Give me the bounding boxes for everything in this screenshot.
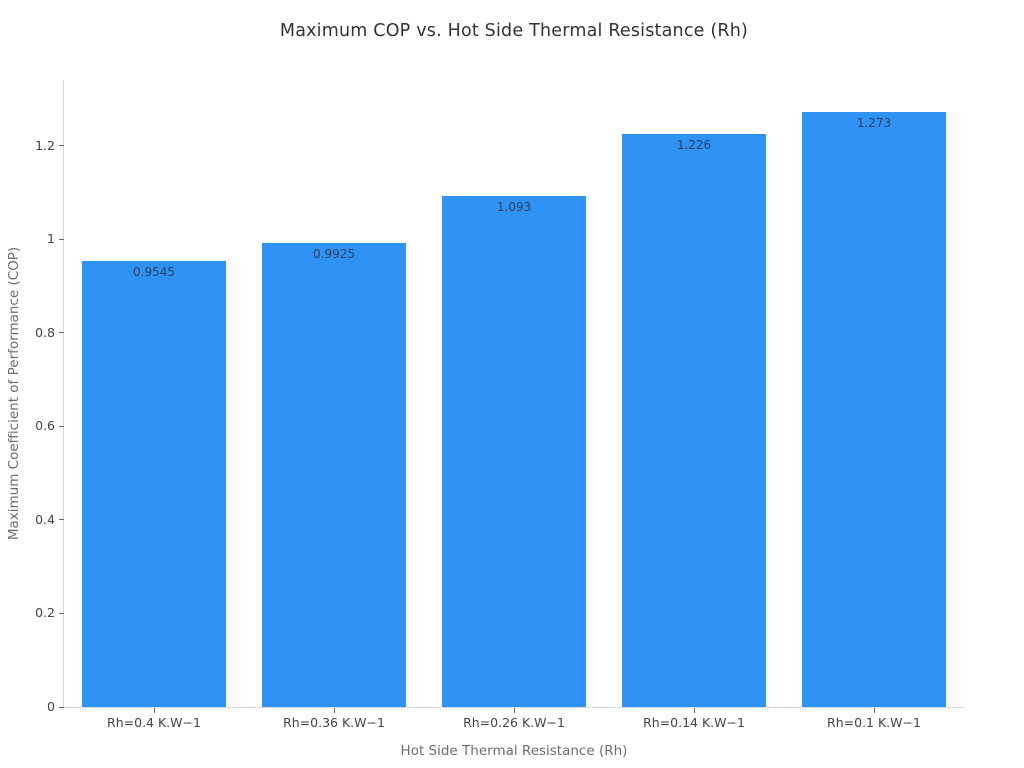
- y-tick-mark: [59, 145, 64, 147]
- bar: [442, 195, 586, 707]
- x-tick-mark: [153, 708, 155, 713]
- x-tick-label: Rh=0.1 K.W−1: [827, 715, 921, 730]
- bar-value-label: 1.093: [496, 199, 532, 214]
- y-tick-mark: [59, 332, 64, 334]
- y-tick-label: 0.6: [35, 418, 55, 434]
- x-axis-title: Hot Side Thermal Resistance (Rh): [400, 743, 628, 759]
- x-tick-mark: [513, 708, 515, 713]
- y-tick-mark: [59, 612, 64, 614]
- y-tick-label: 0.8: [35, 324, 55, 340]
- y-tick-label: 0.4: [35, 511, 55, 527]
- y-tick-label: 1.2: [35, 137, 55, 153]
- x-tick-label: Rh=0.4 K.W−1: [107, 715, 201, 730]
- x-tick-label: Rh=0.14 K.W−1: [643, 715, 745, 730]
- bar-value-label: 1.273: [856, 115, 892, 130]
- y-tick-label: 0.2: [35, 605, 55, 621]
- x-tick-label: Rh=0.26 K.W−1: [463, 715, 565, 730]
- y-tick-mark: [59, 519, 64, 521]
- bar-value-label: 0.9925: [313, 246, 355, 261]
- y-tick-mark: [59, 706, 64, 708]
- y-axis-line: [63, 80, 64, 707]
- bar: [82, 260, 226, 707]
- y-axis-title: Maximum Coefficient of Performance (COP): [6, 246, 22, 541]
- x-axis-line: [63, 707, 964, 708]
- y-tick-label: 1: [47, 231, 55, 247]
- bar: [622, 133, 766, 707]
- chart-title: Maximum COP vs. Hot Side Thermal Resista…: [279, 21, 749, 41]
- y-tick-mark: [59, 425, 64, 427]
- bar-value-label: 1.226: [676, 137, 712, 152]
- x-tick-label: Rh=0.36 K.W−1: [283, 715, 385, 730]
- bar: [802, 111, 946, 707]
- bar: [262, 242, 406, 707]
- x-tick-mark: [693, 708, 695, 713]
- y-tick-label: 0: [47, 699, 55, 714]
- x-tick-mark: [873, 708, 875, 713]
- bar-value-label: 0.9545: [133, 264, 175, 279]
- y-tick-mark: [59, 238, 64, 240]
- x-tick-mark: [333, 708, 335, 713]
